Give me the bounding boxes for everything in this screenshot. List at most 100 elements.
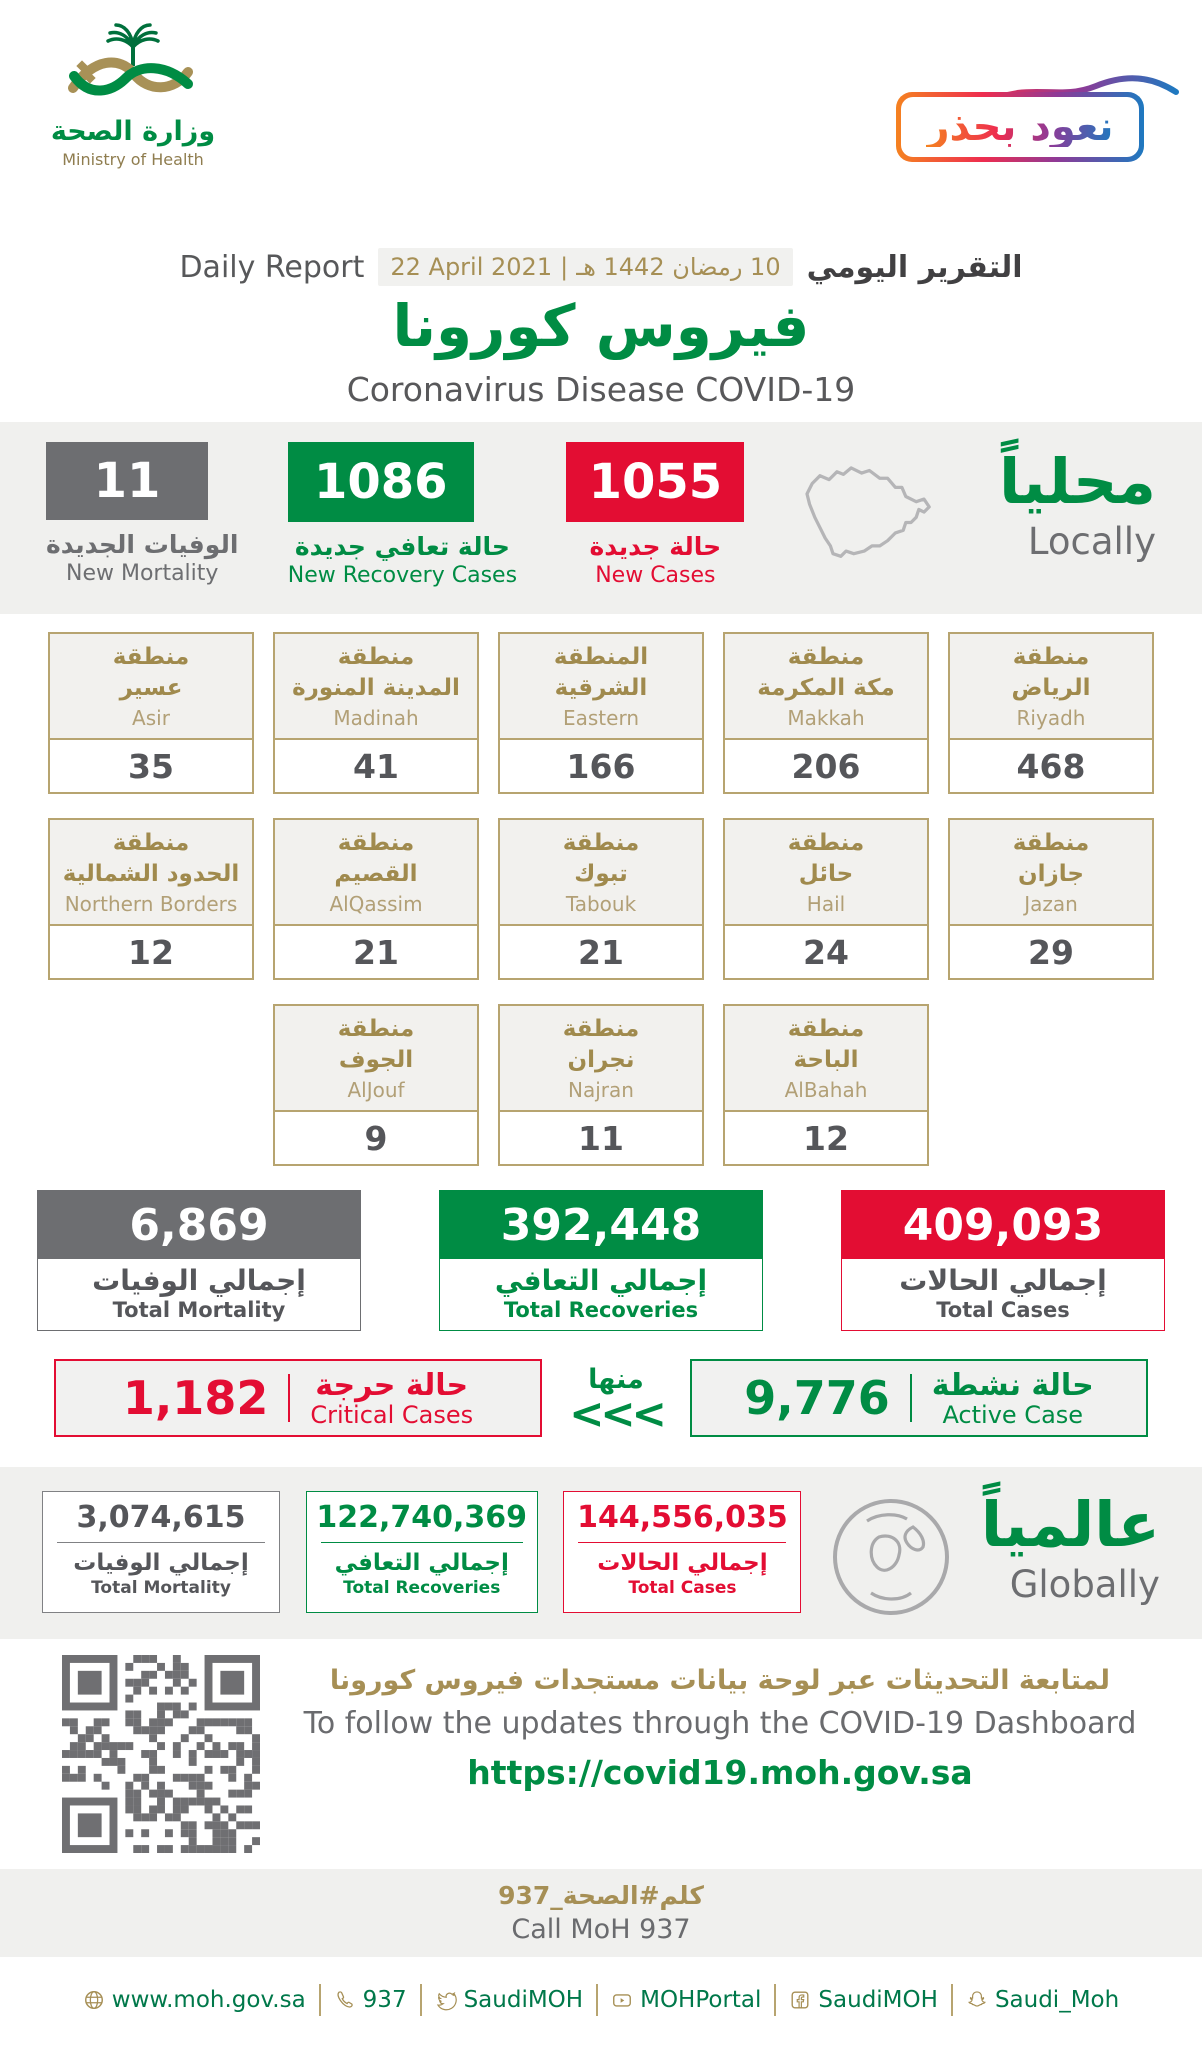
region-value: 12 [725,1112,927,1165]
date-gregorian: 22 April 2021 [390,253,553,281]
new-recoveries-label-en: New Recovery Cases [287,563,518,588]
youtube-label: MOHPortal [640,1987,762,2014]
global-mortality-ar: إجمالي الوفيات [73,1550,249,1577]
separator [950,1984,953,2017]
page-title-english: Coronavirus Disease COVID-19 [346,370,856,409]
snapchat-label: Saudi_Moh [994,1987,1120,2014]
divider [909,1374,912,1423]
region-ar-line1: منطقة [337,1016,415,1043]
global-recoveries-ar: إجمالي التعافي [334,1550,509,1577]
separator [318,1984,321,2017]
ministry-name-english: Ministry of Health [62,150,204,169]
region-en: Najran [568,1078,634,1103]
saudi-map-icon [794,442,950,614]
divider [288,1374,291,1423]
separator [419,1984,422,2017]
date-separator: | [560,253,569,281]
region-ar-line1: منطقة [112,830,190,857]
date-hijri: 10 رمضان 1442 هـ [576,253,781,281]
region-ar-line1: منطقة [112,644,190,670]
new-recoveries-stat: 1086 حالة تعافي جديدة New Recovery Cases [287,442,518,614]
call-moh-band: كلم#الصحة_937 Call MoH 937 [0,1869,1202,1958]
qr-code [62,1655,260,1857]
new-cases-value: 1055 [566,442,745,522]
globe-icon [83,1989,105,2011]
phone-icon [334,1989,356,2011]
region-card-asir: منطقة عسير Asir 35 [48,632,254,795]
region-en: AlQassim [329,892,423,917]
dashboard-line-ar: لمتابعة التحديثات عبر لوحة بيانات مستجدا… [329,1665,1111,1697]
region-ar-line2: مكة المكرمة [757,675,895,702]
locally-heading: محلياً Locally [999,442,1156,614]
global-cases-ar: إجمالي الحالات [597,1550,768,1577]
critical-cases-ar: حالة حرجة [315,1367,469,1403]
website-label: www.moh.gov.sa [111,1987,306,2014]
region-card-makkah: منطقة مكة المكرمة Makkah 206 [723,632,929,795]
new-cases-label-ar: حالة جديدة [589,532,722,561]
new-recoveries-label-ar: حالة تعافي جديدة [294,532,510,561]
active-cases-value: 9,776 [744,1371,890,1426]
global-recoveries-box: 122,740,369 إجمالي التعافي Total Recover… [305,1491,538,1614]
region-card-albahah: منطقة الباحة AlBahah 12 [723,1004,929,1167]
ministry-name-arabic: وزارة الصحة [50,116,216,147]
youtube-icon [611,1989,633,2011]
region-ar-line1: منطقة [562,1016,640,1043]
badge-slogan: نعود بحذر [926,104,1114,150]
region-en: Northern Borders [64,892,238,917]
date-chip: 22 April 2021 | 10 رمضان 1442 هـ [378,248,793,286]
of-which-indicator: منها <<< [568,1364,667,1438]
region-ar-line1: منطقة [337,644,415,670]
region-value: 9 [275,1112,477,1165]
globally-heading: عالمياً Globally [981,1491,1160,1607]
region-ar-line2: حائل [798,861,854,888]
snapchat-link[interactable]: Saudi_Moh [966,1987,1119,2013]
region-en: Hail [806,892,846,917]
total-recoveries-box: 392,448 إجمالي التعافي Total Recoveries [439,1190,763,1332]
region-value: 21 [500,926,702,979]
total-recoveries-en: Total Recoveries [503,1298,699,1323]
youtube-link[interactable]: MOHPortal [611,1987,761,2013]
facebook-link[interactable]: SaudiMOH [789,1987,938,2013]
total-cases-en: Total Cases [936,1298,1070,1323]
total-mortality-value: 6,869 [38,1191,360,1260]
critical-cases-value: 1,182 [122,1371,269,1426]
locally-heading-en: Locally [1027,520,1156,564]
total-mortality-en: Total Mortality [112,1298,286,1323]
phone-link[interactable]: 937 [334,1987,407,2013]
region-ar-line1: منطقة [562,830,640,857]
region-card-hail: منطقة حائل Hail 24 [723,818,929,981]
region-card-tabouk: منطقة تبوك Tabouk 21 [498,818,704,981]
region-ar-line2: المدينة المنورة [292,675,460,702]
new-mortality-label-en: New Mortality [65,561,219,586]
region-ar-line2: الجوف [338,1047,414,1074]
region-en: Riyadh [1016,706,1086,731]
region-ar-line1: المنطقة [553,644,649,670]
critical-active-row: 1,182 حالة حرجة Critical Cases منها <<< … [0,1359,1202,1438]
region-card-aljouf: منطقة الجوف AlJouf 9 [273,1004,479,1167]
region-value: 11 [500,1112,702,1165]
new-cases-label-en: New Cases [595,563,716,588]
global-cases-en: Total Cases [628,1578,737,1599]
total-cases-box: 409,093 إجمالي الحالات Total Cases [841,1190,1165,1332]
region-en: AlBahah [784,1078,868,1103]
daily-report-arabic: التقرير اليومي [806,249,1023,285]
region-card-riyadh: منطقة الرياض Riyadh 468 [948,632,1154,795]
active-cases-ar: حالة نشطة [931,1367,1094,1403]
region-value: 12 [50,926,252,979]
region-ar-line1: منطقة [787,1016,865,1043]
website-link[interactable]: www.moh.gov.sa [83,1987,306,2013]
region-value: 166 [500,740,702,793]
new-cases-stat: 1055 حالة جديدة New Cases [566,442,745,614]
header: وزارة الصحة Ministry of Health نعود بحذر [0,0,1202,422]
chevrons-left-icon: <<< [569,1388,667,1438]
global-recoveries-en: Total Recoveries [343,1578,501,1599]
region-ar-line1: منطقة [1012,644,1090,670]
dashboard-url-link[interactable]: https://covid19.moh.gov.sa [467,1753,973,1793]
separator [774,1984,777,2017]
region-en: Asir [132,706,170,731]
region-ar-line2: جازان [1018,861,1084,888]
twitter-link[interactable]: SaudiMOH [435,1987,583,2013]
total-recoveries-value: 392,448 [440,1191,762,1260]
region-value: 41 [275,740,477,793]
